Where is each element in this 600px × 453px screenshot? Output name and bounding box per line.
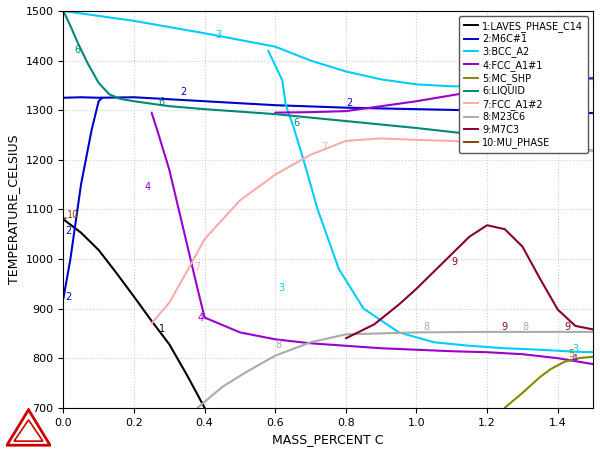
Text: 9: 9	[565, 322, 571, 332]
Text: 8: 8	[275, 340, 281, 350]
Text: 1: 1	[158, 324, 165, 334]
Text: 3: 3	[279, 283, 285, 293]
Text: 4: 4	[459, 85, 465, 95]
Text: 8: 8	[523, 323, 529, 333]
Text: 2: 2	[65, 292, 71, 302]
Text: 8: 8	[424, 323, 430, 333]
Text: 6: 6	[293, 118, 299, 128]
Text: 4: 4	[197, 313, 203, 323]
Text: 7: 7	[194, 262, 200, 272]
Y-axis label: TEMPERATURE_CELSIUS: TEMPERATURE_CELSIUS	[7, 135, 20, 284]
Text: 2: 2	[180, 87, 186, 97]
Text: 2: 2	[346, 98, 352, 108]
Text: 6: 6	[74, 45, 80, 55]
Text: 9: 9	[501, 322, 508, 332]
Text: 2: 2	[579, 104, 585, 114]
Text: 6: 6	[158, 97, 165, 107]
Text: 10: 10	[67, 210, 79, 220]
Text: 6: 6	[459, 132, 465, 142]
Text: 3: 3	[508, 77, 514, 87]
Text: 4: 4	[572, 354, 578, 364]
Text: 9: 9	[452, 257, 458, 267]
Text: 5: 5	[568, 349, 575, 359]
Text: 3: 3	[572, 344, 578, 354]
Text: 7: 7	[321, 142, 328, 152]
Text: 4: 4	[145, 182, 151, 192]
Legend: 1:LAVES_PHASE_C14, 2:M6C#1, 3:BCC_A2, 4:FCC_A1#1, 5:MC_SHP, 6:LIQUID, 7:FCC_A1#2: 1:LAVES_PHASE_C14, 2:M6C#1, 3:BCC_A2, 4:…	[459, 16, 588, 153]
Text: 2: 2	[65, 226, 71, 236]
Text: 3: 3	[215, 30, 221, 40]
X-axis label: MASS_PERCENT C: MASS_PERCENT C	[272, 433, 384, 446]
